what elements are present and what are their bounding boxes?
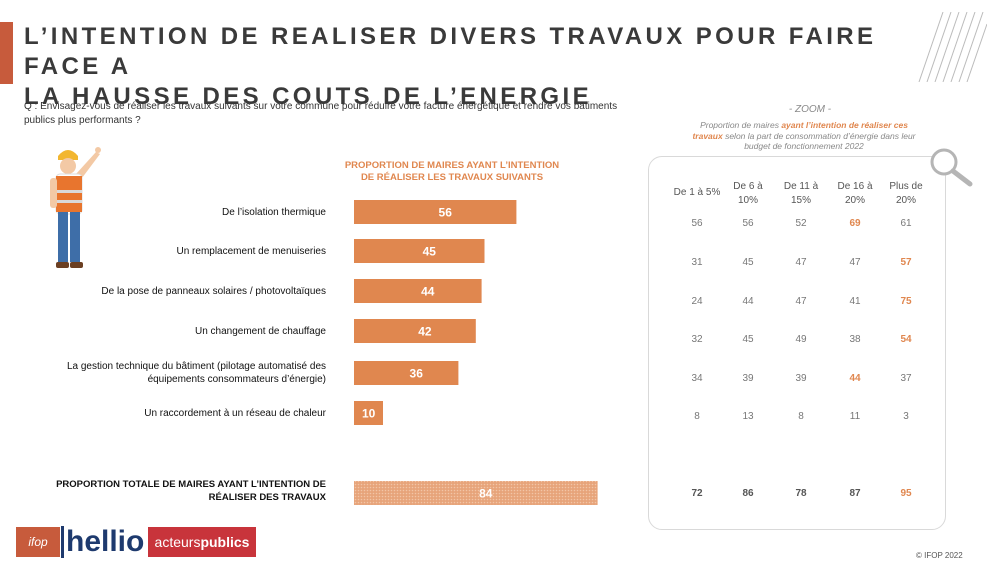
bar-value-label-4: 36 xyxy=(410,367,424,381)
bar-value-label-3: 42 xyxy=(418,325,432,339)
zoom-cell-r1-c4: 57 xyxy=(900,257,912,268)
zoom-column-header-1: De 6 à 10% xyxy=(722,180,774,208)
zoom-column-header-line-1: De 16 à xyxy=(837,181,873,192)
category-label-3: Un changement de chauffage xyxy=(194,325,326,337)
zoom-total-cell-3: 87 xyxy=(849,488,861,499)
diagonal-lines-decoration xyxy=(918,12,987,82)
zoom-cell-r2-c1: 44 xyxy=(742,296,754,307)
title-line-2: LA HAUSSE DES COUTS DE L’ENERGIE xyxy=(24,83,592,110)
category-label-1: Un remplacement de menuiseries xyxy=(176,245,326,257)
zoom-title: - ZOOM - xyxy=(788,104,832,115)
bar-value-label-5: 10 xyxy=(362,407,376,421)
acteurs-logo-part-b: publics xyxy=(200,534,250,550)
zoom-cell-r1-c0: 31 xyxy=(691,257,703,268)
zoom-cell-r0-c3: 69 xyxy=(849,218,861,229)
chart-title: PROPORTION DE MAIRES AYANT L’INTENTION D… xyxy=(322,160,582,184)
zoom-cell-r5-c2: 8 xyxy=(798,411,804,422)
zoom-column-header-line-2: 20% xyxy=(844,195,865,206)
zoom-cell-r1-c3: 47 xyxy=(849,257,861,268)
zoom-column-header-line-1: De 11 à xyxy=(783,181,819,192)
magnifier-icon xyxy=(930,148,973,187)
zoom-total-cell-4: 95 xyxy=(900,488,912,499)
zoom-column-header-line-1: Plus de xyxy=(889,181,923,192)
zoom-cell-r1-c1: 45 xyxy=(742,257,754,268)
zoom-cell-r5-c3: 11 xyxy=(849,411,861,422)
zoom-cell-r4-c4: 37 xyxy=(900,373,912,384)
zoom-cell-r1-c2: 47 xyxy=(795,257,807,268)
zoom-cell-r0-c4: 61 xyxy=(900,218,912,229)
zoom-subtitle-part-b: selon la part de consommation d’énergie … xyxy=(722,130,916,152)
zoom-cell-r4-c3: 44 xyxy=(849,373,861,384)
category-label-0: De l’isolation thermique xyxy=(222,206,326,218)
bar-value-label-1: 45 xyxy=(423,245,437,259)
zoom-subtitle-part-a: Proportion de maires xyxy=(700,120,782,130)
hellio-logo: hellio xyxy=(66,525,145,558)
bar-value-label-2: 44 xyxy=(421,285,435,299)
zoom-column-header-2: De 11 à 15% xyxy=(775,180,827,208)
bar-3 xyxy=(354,319,476,343)
zoom-cell-r2-c2: 47 xyxy=(795,296,807,307)
zoom-subtitle: Proportion de maires ayant l’intention d… xyxy=(690,120,918,152)
bar-4 xyxy=(354,361,459,385)
total-bar xyxy=(354,481,598,505)
category-label-4: La gestion technique du bâtiment (pilota… xyxy=(66,361,326,385)
title-accent-bar xyxy=(0,22,13,84)
zoom-column-header-line-1: De 6 à xyxy=(733,181,763,192)
zoom-cell-r4-c0: 34 xyxy=(691,373,703,384)
zoom-cell-r0-c1: 56 xyxy=(742,218,754,229)
zoom-cell-r4-c1: 39 xyxy=(742,373,754,384)
zoom-cell-r4-c2: 39 xyxy=(795,373,807,384)
zoom-cell-r3-c1: 45 xyxy=(742,334,754,345)
zoom-cell-r0-c0: 56 xyxy=(691,218,703,229)
worker-illustration-icon xyxy=(50,147,101,268)
bar-chart: 56 45 44 42 36 10 84 xyxy=(354,200,598,505)
zoom-column-header-0: De 1 à 5% xyxy=(671,186,723,200)
copyright: © IFOP 2022 xyxy=(916,551,963,560)
zoom-cell-r2-c0: 24 xyxy=(691,296,703,307)
chart-title-line-1: PROPORTION DE MAIRES AYANT L’INTENTION xyxy=(344,160,560,171)
page-title: L’INTENTION DE REALISER DIVERS TRAVAUX P… xyxy=(24,22,904,112)
total-label: PROPORTION TOTALE DE MAIRES AYANT L’INTE… xyxy=(56,479,326,503)
chart-title-line-2: DE RÉALISER LES TRAVAUX SUIVANTS xyxy=(360,172,544,183)
bar-1 xyxy=(354,239,485,263)
zoom-cell-r3-c4: 54 xyxy=(900,334,912,345)
logo-separator xyxy=(61,526,64,558)
acteurs-logo-part-a: acteurs xyxy=(154,534,201,550)
category-label-5: Un raccordement à un réseau de chaleur xyxy=(144,407,326,419)
ifop-logo: ifop xyxy=(16,527,60,557)
zoom-total-cell-0: 72 xyxy=(691,488,703,499)
bar-2 xyxy=(354,279,482,303)
total-bar-value-label: 84 xyxy=(479,487,493,501)
zoom-column-header-line-1: De 1 à 5% xyxy=(673,187,721,198)
zoom-cell-r3-c2: 49 xyxy=(795,334,807,345)
zoom-cell-r3-c0: 32 xyxy=(691,334,703,345)
zoom-column-header-4: Plus de 20% xyxy=(880,180,932,208)
zoom-total-cell-2: 78 xyxy=(795,488,807,499)
zoom-cell-r0-c2: 52 xyxy=(795,218,807,229)
bar-0 xyxy=(354,200,517,224)
category-label-2: De la pose de panneaux solaires / photov… xyxy=(101,285,326,297)
zoom-column-header-line-2: 10% xyxy=(737,195,758,206)
zoom-cell-r2-c4: 75 xyxy=(900,296,912,307)
survey-question: Q : Envisagez-vous de réaliser les trava… xyxy=(24,101,618,126)
zoom-cell-r5-c4: 3 xyxy=(903,411,909,422)
zoom-total-cell-1: 86 xyxy=(742,488,754,499)
zoom-subtitle-highlight: ayant l’intention de réaliser ces travau… xyxy=(692,120,908,141)
bar-value-label-0: 56 xyxy=(439,206,453,220)
zoom-column-header-3: De 16 à 20% xyxy=(829,180,881,208)
zoom-cell-r3-c3: 38 xyxy=(849,334,861,345)
zoom-cell-r5-c1: 13 xyxy=(742,411,754,422)
zoom-table-box xyxy=(648,156,946,530)
zoom-cell-r5-c0: 8 xyxy=(694,411,700,422)
zoom-column-header-line-2: 15% xyxy=(790,195,811,206)
zoom-cell-r2-c3: 41 xyxy=(849,296,861,307)
title-line-1: L’INTENTION DE REALISER DIVERS TRAVAUX P… xyxy=(24,23,877,80)
zoom-column-header-line-2: 20% xyxy=(895,195,916,206)
acteurs-publics-logo: acteurspublics xyxy=(148,527,256,557)
bar-5 xyxy=(354,401,383,425)
